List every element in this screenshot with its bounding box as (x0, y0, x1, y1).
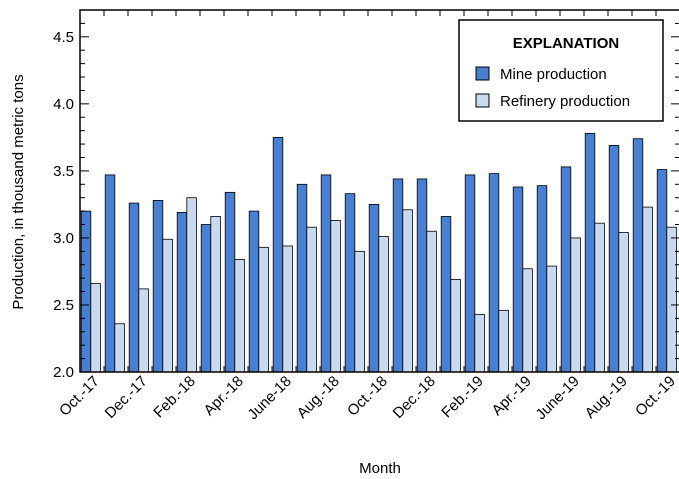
mine-bar-3 (152, 199, 164, 373)
refinery-bar-12 (378, 236, 389, 373)
x-tick-label: Oct.-19 (632, 373, 679, 420)
plot-frame (79, 9, 679, 373)
mine-bar-10 (320, 174, 332, 373)
legend-label-mine: Mine production (500, 66, 607, 83)
x-tick-label: Feb.-19 (438, 373, 487, 422)
refinery-bar-17 (498, 309, 509, 373)
refinery-bar-3 (162, 238, 173, 373)
ticks-layer (79, 9, 679, 373)
y-tick-label: 4.5 (53, 29, 74, 46)
legend-swatch-mine (475, 66, 490, 81)
mine-bar-5 (200, 224, 212, 373)
x-tick-label: Aug.-18 (294, 373, 343, 422)
y-tick-label: 3.5 (53, 163, 74, 180)
mine-bar-15 (440, 216, 452, 373)
refinery-bar-10 (330, 220, 341, 373)
refinery-bar-1 (114, 323, 125, 373)
mine-bar-11 (344, 193, 356, 373)
mine-bar-6 (224, 191, 236, 373)
refinery-bar-8 (282, 245, 293, 373)
y-tick-label: 3.0 (53, 230, 74, 247)
y-tick-label: 2.0 (53, 364, 74, 381)
mine-bar-18 (512, 186, 524, 373)
refinery-bar-4 (186, 197, 197, 373)
x-axis-title: Month (359, 460, 401, 477)
refinery-bar-11 (354, 250, 365, 373)
refinery-bar-0 (90, 283, 101, 373)
refinery-bar-14 (426, 230, 437, 373)
refinery-bar-20 (570, 237, 581, 373)
mine-bar-20 (560, 166, 572, 373)
y-axis-title: Production, in thousand metric tons (10, 74, 27, 309)
mine-bar-13 (392, 178, 404, 373)
legend-label-refinery: Refinery production (500, 93, 630, 110)
y-tick-label: 4.0 (53, 96, 74, 113)
mine-bar-14 (416, 178, 428, 373)
y-tick-labels: 2.0 2.5 3.0 3.5 4.0 4.5 (53, 29, 74, 381)
x-tick-label: Apr.-19 (489, 373, 535, 419)
legend-title: EXPLANATION (513, 35, 619, 52)
bars-layer (80, 132, 677, 373)
mine-bar-4 (176, 212, 188, 373)
x-tick-label: Apr.-18 (201, 373, 247, 419)
refinery-bar-22 (618, 232, 629, 373)
mine-bar-1 (104, 174, 116, 373)
y-tick-label: 2.5 (53, 297, 74, 314)
refinery-bar-5 (210, 216, 221, 373)
x-tick-label: Aug.-19 (582, 373, 631, 422)
mine-bar-9 (296, 183, 308, 373)
x-tick-label: Dec.-18 (390, 373, 439, 422)
refinery-bar-16 (474, 313, 485, 373)
mine-bar-22 (608, 145, 620, 373)
mine-bar-17 (488, 173, 500, 373)
x-tick-label: Oct.-18 (344, 373, 391, 420)
x-tick-label: Feb.-18 (150, 373, 199, 422)
legend-swatch-refinery (475, 93, 490, 108)
legend-box (458, 19, 664, 122)
refinery-bar-9 (306, 226, 317, 373)
refinery-bar-6 (234, 258, 245, 373)
refinery-bar-21 (594, 222, 605, 373)
mine-bar-19 (536, 185, 548, 373)
mine-bar-21 (584, 132, 596, 373)
mine-bar-24 (656, 169, 668, 373)
mine-bar-8 (272, 136, 284, 373)
legend: EXPLANATION Mine production Refinery pro… (458, 19, 664, 122)
refinery-bar-7 (258, 246, 269, 373)
refinery-bar-13 (402, 209, 413, 373)
x-tick-label: June-19 (532, 373, 582, 423)
x-tick-label: Dec.-17 (102, 373, 151, 422)
refinery-bar-15 (450, 279, 461, 373)
mine-bar-12 (368, 204, 380, 373)
mine-bar-23 (632, 138, 644, 373)
mine-bar-7 (248, 210, 260, 373)
refinery-bar-19 (546, 265, 557, 373)
refinery-bar-2 (138, 288, 149, 373)
refinery-bar-23 (642, 206, 653, 373)
refinery-bar-18 (522, 268, 533, 373)
refinery-bar-24 (666, 226, 677, 373)
mine-bar-2 (128, 202, 140, 373)
x-tick-label: June-18 (244, 373, 294, 423)
mine-bar-16 (464, 174, 476, 373)
